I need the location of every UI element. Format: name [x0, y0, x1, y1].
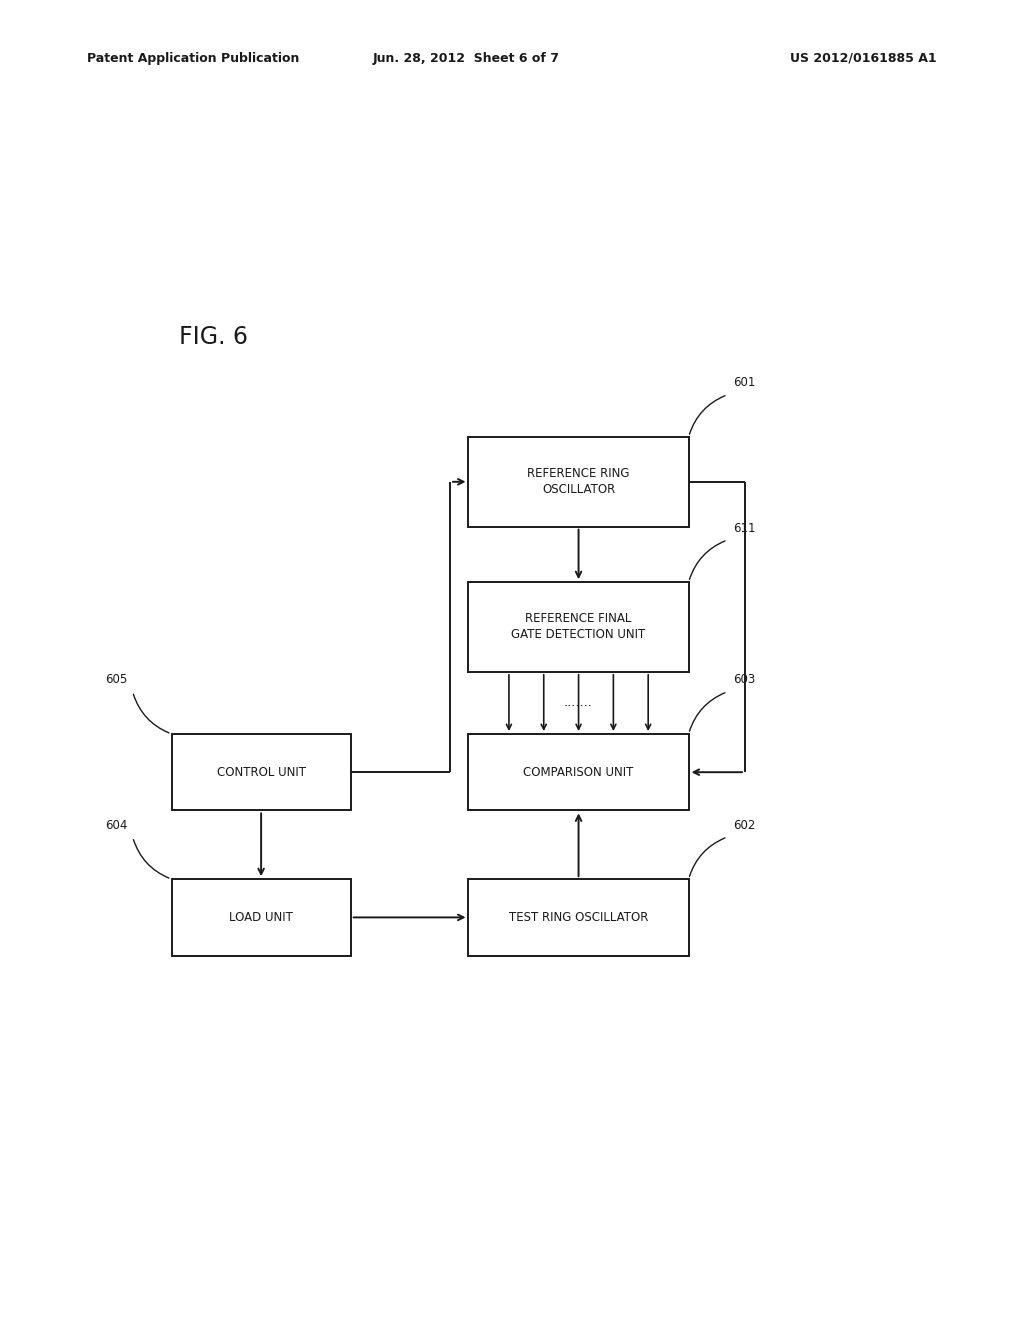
- Text: .......: .......: [564, 697, 593, 709]
- Bar: [172, 879, 350, 956]
- Text: Jun. 28, 2012  Sheet 6 of 7: Jun. 28, 2012 Sheet 6 of 7: [373, 51, 559, 65]
- Text: TEST RING OSCILLATOR: TEST RING OSCILLATOR: [509, 911, 648, 924]
- Text: REFERENCE FINAL
GATE DETECTION UNIT: REFERENCE FINAL GATE DETECTION UNIT: [511, 612, 646, 642]
- Text: 605: 605: [105, 673, 127, 686]
- Text: CONTROL UNIT: CONTROL UNIT: [217, 766, 305, 779]
- Text: Patent Application Publication: Patent Application Publication: [87, 51, 299, 65]
- Text: 611: 611: [733, 521, 755, 535]
- Bar: [172, 734, 350, 810]
- Bar: [468, 734, 688, 810]
- Text: US 2012/0161885 A1: US 2012/0161885 A1: [791, 51, 937, 65]
- Bar: [468, 437, 688, 527]
- Bar: [468, 879, 688, 956]
- Bar: [468, 582, 688, 672]
- Text: 604: 604: [105, 818, 127, 832]
- Text: COMPARISON UNIT: COMPARISON UNIT: [523, 766, 634, 779]
- Text: 603: 603: [733, 673, 755, 686]
- Text: 601: 601: [733, 376, 755, 389]
- Text: LOAD UNIT: LOAD UNIT: [229, 911, 293, 924]
- Text: 602: 602: [733, 818, 755, 832]
- Text: FIG. 6: FIG. 6: [179, 325, 248, 348]
- Text: REFERENCE RING
OSCILLATOR: REFERENCE RING OSCILLATOR: [527, 467, 630, 496]
